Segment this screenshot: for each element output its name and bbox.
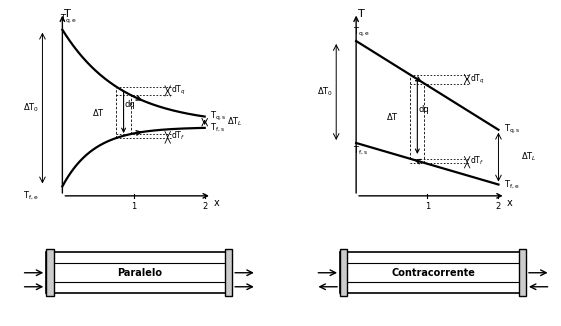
Text: dT$_f$: dT$_f$ — [470, 155, 484, 167]
Text: Paralelo: Paralelo — [117, 268, 162, 278]
Text: x: x — [213, 198, 219, 208]
Text: T$_{\rm q,s}$: T$_{\rm q,s}$ — [504, 123, 521, 136]
Bar — [46, 249, 53, 296]
Bar — [340, 252, 526, 293]
Text: 1: 1 — [131, 201, 136, 211]
Text: $\Delta$T$_0$: $\Delta$T$_0$ — [317, 86, 333, 98]
Text: dq: dq — [125, 100, 136, 109]
Text: $\Delta$T: $\Delta$T — [92, 107, 105, 118]
Text: x: x — [507, 198, 513, 208]
Text: T$_{\rm q,s}$: T$_{\rm q,s}$ — [210, 110, 227, 123]
Text: T: T — [64, 9, 71, 19]
Text: T$_{\rm f,e}$: T$_{\rm f,e}$ — [22, 190, 38, 202]
Text: T: T — [357, 9, 364, 19]
Text: dT$_f$: dT$_f$ — [171, 130, 185, 142]
Text: dT$_q$: dT$_q$ — [470, 73, 485, 86]
Text: $\Delta$T: $\Delta$T — [386, 111, 399, 122]
Text: 2: 2 — [202, 201, 208, 211]
Text: dT$_q$: dT$_q$ — [171, 84, 185, 97]
Text: 2: 2 — [496, 201, 501, 211]
Text: $\Delta$T$_0$: $\Delta$T$_0$ — [24, 102, 40, 114]
Text: 1: 1 — [425, 201, 430, 211]
Text: $\Delta$T$_L$: $\Delta$T$_L$ — [521, 151, 537, 163]
Bar — [340, 249, 347, 296]
Text: T$_{\rm q,e}$: T$_{\rm q,e}$ — [353, 26, 371, 39]
Text: $\Delta$T$_L$: $\Delta$T$_L$ — [227, 116, 243, 128]
Bar — [519, 249, 526, 296]
Bar — [46, 252, 232, 293]
Text: T$_{\rm f,s}$: T$_{\rm f,s}$ — [353, 145, 369, 157]
Bar — [225, 249, 232, 296]
Text: T$_{\rm f,e}$: T$_{\rm f,e}$ — [504, 178, 520, 191]
Text: T$_{\rm f,s}$: T$_{\rm f,s}$ — [210, 122, 226, 134]
Text: T$_{\rm q,e}$: T$_{\rm q,e}$ — [59, 13, 77, 26]
Text: dq: dq — [419, 105, 430, 114]
Text: Contracorrente: Contracorrente — [391, 268, 475, 278]
